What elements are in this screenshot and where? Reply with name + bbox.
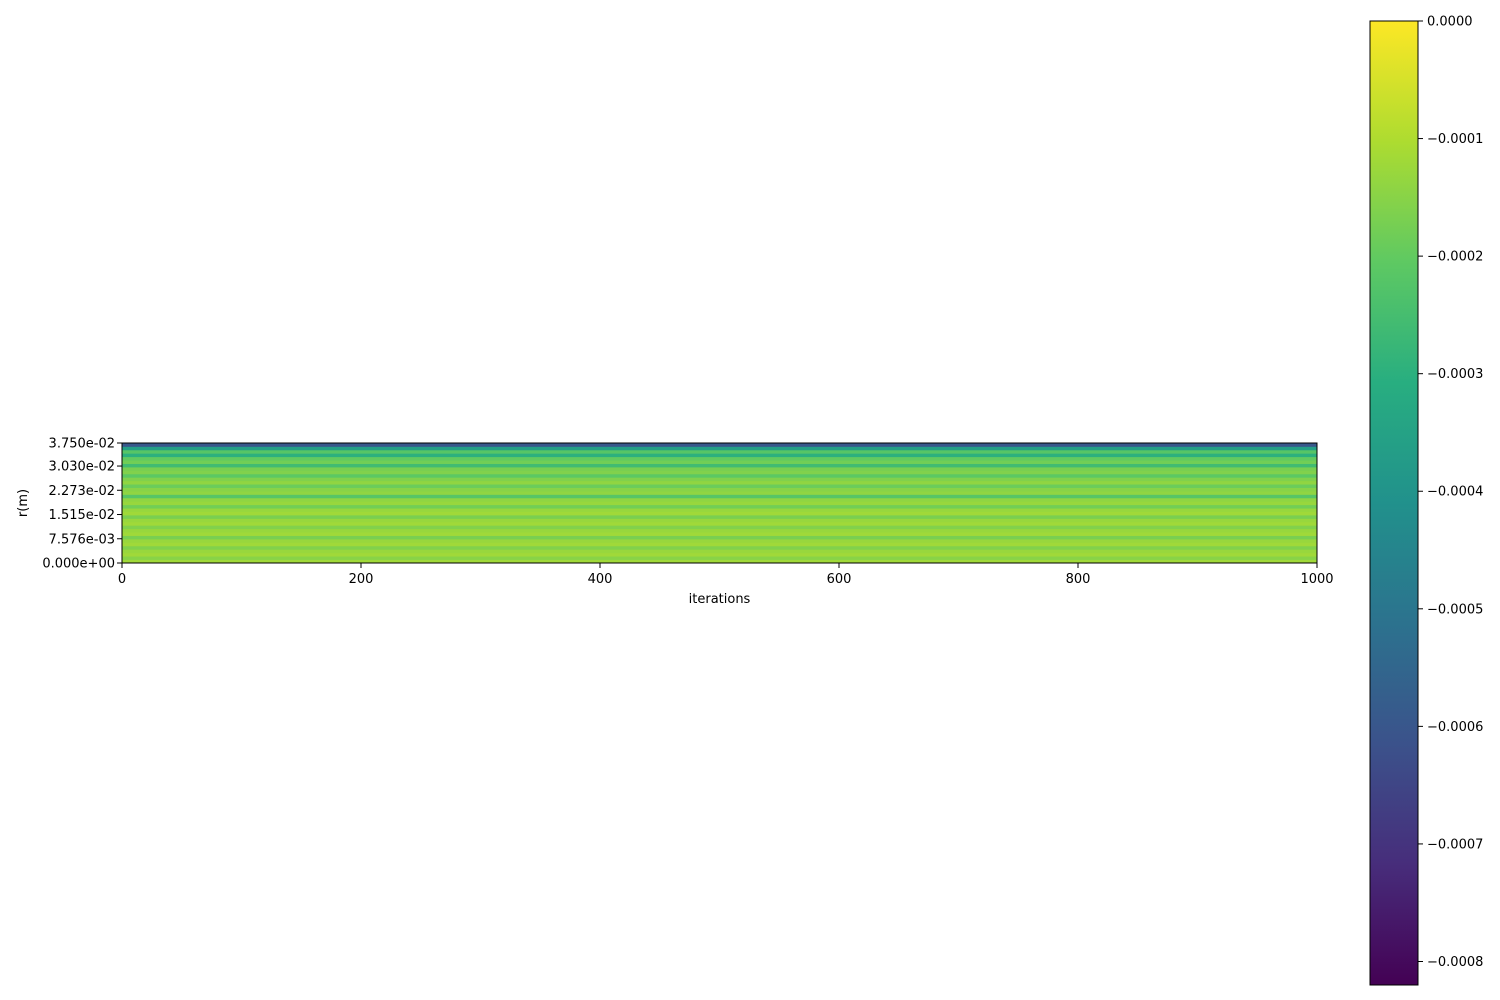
heatmap-row (122, 467, 1317, 471)
y-axis-ticks: 0.000e+00 7.576e-03 1.515e-02 2.273e-02 3.03… (42, 437, 122, 572)
x-axis-ticks: 0 200 400 600 800 1000 (118, 563, 1334, 587)
colorbar (1369, 20, 1419, 986)
colorbar-tick-label: −0.0003 (1427, 367, 1483, 382)
heatmap-row (122, 521, 1317, 526)
heatmap-row (122, 542, 1317, 547)
heatmap-row (122, 515, 1317, 519)
heatmap-row (122, 446, 1317, 451)
y-axis-label: r(m) (16, 489, 31, 517)
heatmap-row (122, 491, 1317, 495)
heatmap-row (122, 463, 1317, 468)
colorbar-tick-label: 0.0000 (1427, 15, 1473, 30)
heatmap-row (122, 535, 1317, 540)
heatmap-row (122, 528, 1317, 533)
colorbar-tick-label: −0.0007 (1427, 837, 1483, 852)
x-tick-label: 600 (827, 572, 852, 587)
heatmap-row (122, 497, 1317, 502)
colorbar-tick-label: −0.0002 (1427, 250, 1483, 265)
heatmap-row (122, 508, 1317, 512)
y-tick-label: 3.030e-02 (49, 460, 115, 475)
heatmap-row (122, 470, 1317, 475)
y-tick-label: 7.576e-03 (49, 532, 115, 547)
x-tick-label: 0 (118, 572, 126, 587)
heatmap-row (122, 556, 1317, 560)
heatmap-row (122, 504, 1317, 509)
heatmap-row (122, 501, 1317, 506)
heatmap-row (122, 480, 1317, 485)
heatmap-row (122, 494, 1317, 499)
heatmap-rows (122, 443, 1317, 564)
heatmap-row (122, 453, 1317, 458)
heatmap-row (122, 549, 1317, 554)
heatmap-row (122, 539, 1317, 543)
x-axis-label: iterations (689, 592, 751, 607)
heatmap-row (122, 518, 1317, 523)
colorbar-tick-label: −0.0006 (1427, 720, 1483, 735)
heatmap-row (122, 477, 1317, 482)
heatmap-row (122, 545, 1317, 550)
y-tick-label: 0.000e+00 (42, 557, 115, 572)
heatmap-row (122, 559, 1317, 564)
colorbar-tick-label: −0.0008 (1427, 955, 1483, 970)
heatmap-row (122, 552, 1317, 557)
colorbar-tick-label: −0.0004 (1427, 485, 1483, 500)
heatmap-row (122, 525, 1317, 530)
heatmap-row (122, 532, 1317, 536)
y-tick-label: 1.515e-02 (49, 508, 115, 523)
heatmap-row (122, 456, 1317, 461)
heatmap-row (122, 443, 1317, 447)
colorbar-ticks: 0.0000 −0.0001 −0.0002 −0.0003 −0.0004 −0.000… (1418, 15, 1483, 970)
x-tick-label: 800 (1066, 572, 1091, 587)
y-tick-label: 2.273e-02 (49, 484, 115, 499)
plot-frame (121, 442, 1318, 564)
heatmap-row (122, 511, 1317, 516)
heatmap-row (122, 484, 1317, 488)
colorbar-tick-label: −0.0001 (1427, 132, 1483, 147)
x-tick-label: 1000 (1300, 572, 1333, 587)
x-tick-label: 400 (588, 572, 613, 587)
heatmap-row (122, 449, 1317, 454)
heatmap-row (122, 473, 1317, 478)
y-tick-label: 3.750e-02 (49, 437, 115, 452)
colorbar-tick-label: −0.0005 (1427, 602, 1483, 617)
heatmap-row (122, 487, 1317, 492)
heatmap-row (122, 460, 1317, 464)
x-tick-label: 200 (349, 572, 374, 587)
